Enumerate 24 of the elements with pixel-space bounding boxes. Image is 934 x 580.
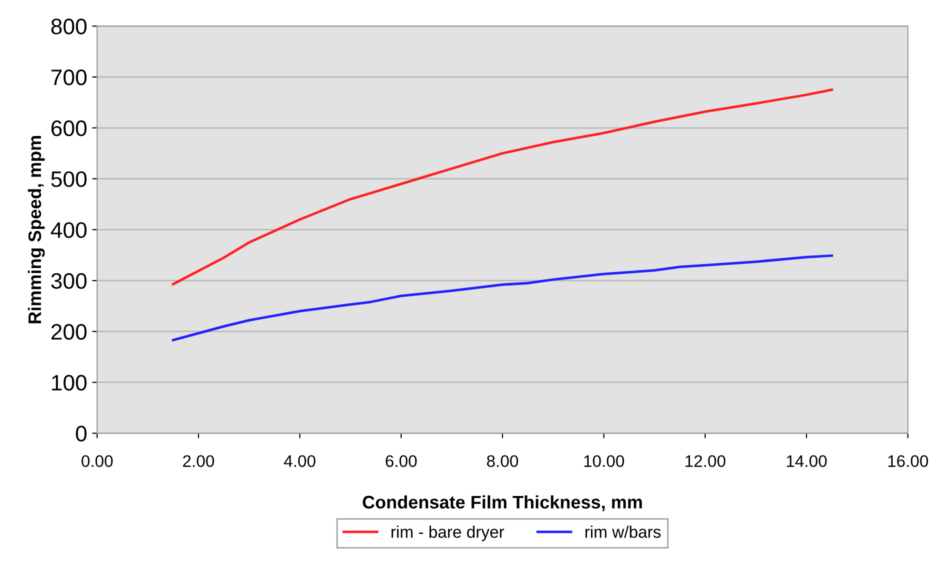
legend-label: rim - bare dryer — [392, 526, 504, 542]
y-tick-label: 200 — [51, 324, 87, 340]
line-series — [172, 254, 834, 342]
x-axis-title: Condensate Film Thickness, mm — [362, 495, 642, 512]
y-tick-label: 800 — [51, 18, 87, 34]
y-tick-label: 400 — [50, 222, 87, 238]
x-tick-label: 0.00 — [82, 455, 113, 468]
x-tick-label: 14.00 — [786, 455, 827, 468]
y-tick-label: 100 — [52, 374, 87, 391]
y-tick-label: 600 — [51, 120, 87, 136]
x-tick-label: 4.00 — [284, 455, 316, 468]
y-axis-title: Rimming Speed, mpm — [28, 136, 45, 324]
x-tick-label: 2.00 — [183, 455, 214, 468]
y-tick-label: 0 — [76, 426, 87, 442]
x-tick-label: 16.00 — [888, 455, 928, 468]
line-series — [172, 88, 834, 286]
x-tick-label: 6.00 — [386, 455, 417, 468]
legend-label: rim w/bars — [585, 526, 661, 538]
x-tick-label: 12.00 — [686, 455, 726, 468]
y-tick-label: 500 — [51, 171, 87, 188]
y-tick-label: 300 — [51, 273, 87, 289]
y-tick-label: 700 — [51, 70, 87, 86]
x-tick-label: 10.00 — [584, 455, 624, 468]
x-tick-label: 8.00 — [487, 455, 518, 468]
